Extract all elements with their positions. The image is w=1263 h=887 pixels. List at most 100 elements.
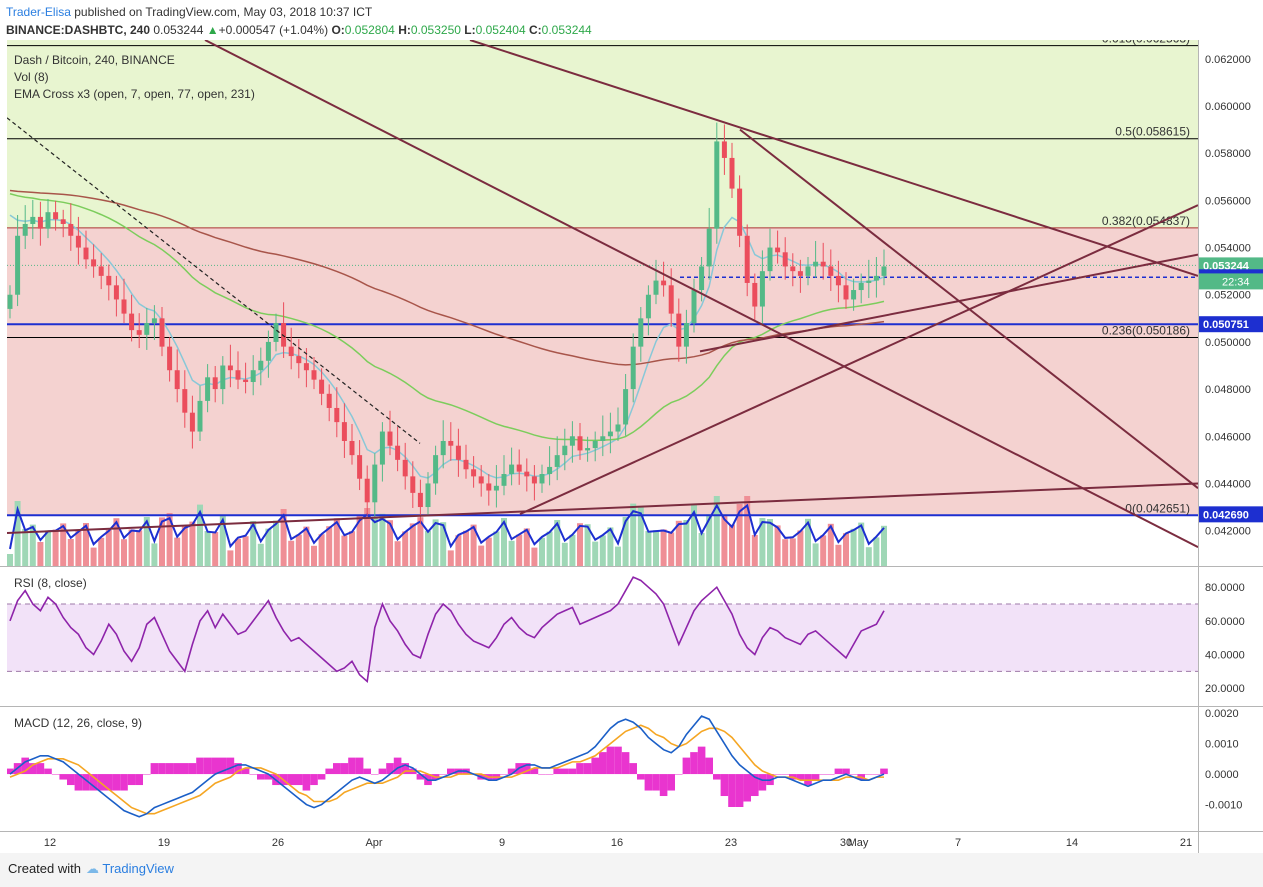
time-tick-label: 9: [499, 837, 505, 849]
volume-bar: [29, 524, 36, 566]
candle-body: [569, 436, 575, 446]
volume-ma-line: [9, 503, 885, 550]
candle-body: [151, 318, 157, 324]
candle-body: [83, 247, 89, 260]
volume-bar: [607, 527, 614, 566]
volume-bar: [660, 529, 667, 566]
macd-histogram-bar: [880, 768, 888, 775]
candle-body: [630, 346, 636, 390]
candle-body: [440, 440, 446, 456]
candle-body: [296, 356, 302, 364]
macd-histogram-bar: [219, 757, 227, 775]
candle-body: [243, 379, 249, 383]
macd-histogram-bar: [644, 774, 653, 791]
macd-histogram-bar: [865, 774, 873, 775]
volume-bar: [83, 523, 89, 566]
trendline: [204, 40, 1198, 549]
time-tick-label: 19: [158, 837, 170, 849]
fib-label: 0.5(0.058615): [1115, 125, 1190, 139]
volume-bar: [850, 528, 857, 566]
macd-histogram-bar: [120, 774, 128, 791]
macd-histogram-bar: [819, 774, 827, 775]
price-tick-label: 0.052000: [1205, 290, 1251, 302]
candle-body: [410, 476, 416, 493]
fib-label: 0.236(0.050186): [1102, 324, 1190, 338]
vol-legend: Vol (8): [14, 70, 49, 84]
macd-histogram-bar: [165, 763, 174, 775]
volume-bar: [105, 529, 112, 566]
chart-canvas[interactable]: 0.618(0.062563) 0.5(0.058615) 0.382(0.0548…: [0, 40, 1263, 853]
candle-body: [539, 474, 545, 484]
candle-body: [691, 290, 697, 324]
candle-body: [767, 247, 773, 272]
macd-histogram-bar: [591, 757, 599, 775]
macd-histogram-bar: [203, 757, 212, 775]
candle-body: [250, 370, 256, 383]
price-tick-label: 0.058000: [1205, 148, 1251, 160]
macd-histogram-bar: [249, 774, 257, 775]
candle-body: [729, 157, 735, 189]
candle-body: [37, 216, 43, 229]
volume-bar: [539, 537, 545, 566]
trendlines[interactable]: [7, 40, 1198, 549]
volume-bar: [668, 532, 675, 566]
volume-bar: [235, 538, 241, 566]
macd-histogram-bar: [355, 757, 364, 775]
macd-histogram-bar: [241, 768, 250, 775]
author-link[interactable]: Trader-Elisa: [6, 5, 71, 19]
candle-body: [433, 455, 439, 484]
tradingview-logo[interactable]: ☁ TradingView: [86, 861, 174, 877]
macd-histogram-bar: [181, 763, 189, 775]
candle-body: [30, 216, 36, 224]
candle-body: [15, 235, 21, 295]
price-tick-label: 0.044000: [1205, 478, 1251, 490]
macd-line: [9, 715, 885, 818]
candle-body: [265, 341, 271, 361]
rsi-legend: RSI (8, close): [14, 576, 87, 590]
volume-bar: [181, 526, 188, 566]
macd-histogram-bar: [29, 763, 37, 775]
candle-body: [562, 445, 568, 456]
price-tick-label: 0.042000: [1205, 526, 1251, 538]
macd-histogram-bar: [652, 774, 660, 791]
volume-bar: [273, 520, 279, 566]
macd-histogram-bar: [287, 774, 295, 786]
volume-bar: [113, 518, 120, 566]
macd-histogram-bar: [401, 763, 409, 775]
macd-histogram-bar: [545, 774, 554, 775]
candle-body: [752, 282, 758, 307]
candle-body: [501, 474, 507, 486]
publish-line: Trader-Elisa published on TradingView.co…: [6, 5, 372, 19]
volume-bar: [75, 531, 82, 566]
candle-body: [607, 431, 613, 437]
candle-body: [486, 483, 492, 491]
candle-body: [341, 422, 347, 441]
created-with-text: Created with: [8, 861, 81, 876]
header: Trader-Elisa published on TradingView.co…: [0, 0, 1263, 40]
macd-histogram-bar: [226, 757, 235, 775]
candle-body: [364, 478, 370, 503]
price-axis[interactable]: 0.062000 0.060000 0.058000 0.056000 0.054000…: [1199, 54, 1263, 812]
macd-histogram-bar: [302, 774, 311, 791]
volume-bar: [67, 539, 74, 566]
candle-body: [7, 294, 13, 309]
macd-tick-label: -0.0010: [1205, 800, 1242, 812]
candle-body: [197, 400, 203, 432]
candle-body: [797, 271, 803, 276]
volume-bar: [98, 537, 105, 566]
volume-bar: [121, 539, 127, 566]
volume-bar: [288, 540, 295, 566]
time-tick-label: 26: [272, 837, 284, 849]
volume-bar: [265, 528, 272, 566]
volume-bar: [159, 517, 165, 566]
rsi-pane: [7, 576, 1198, 684]
candle-body: [509, 464, 515, 475]
volume-bar: [371, 518, 378, 566]
candle-body: [303, 363, 309, 371]
open-value: 0.052804: [344, 23, 395, 37]
volume-bar: [805, 518, 811, 566]
last-price: 0.053244: [153, 23, 204, 37]
open-label: O:: [331, 23, 345, 37]
macd-histogram-bar: [713, 774, 721, 780]
